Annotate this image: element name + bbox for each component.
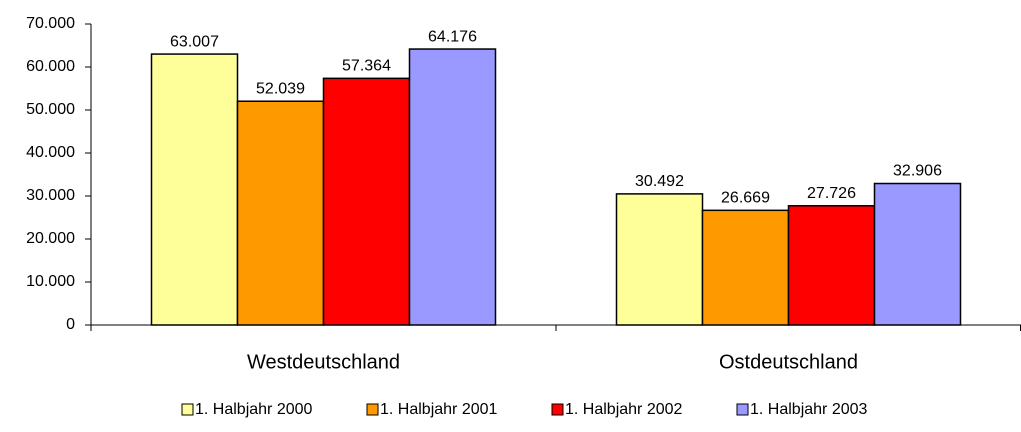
bar	[236, 100, 325, 326]
value-label: 63.007	[170, 33, 219, 50]
y-tick-label: 40.000	[26, 144, 75, 161]
bar	[701, 209, 790, 326]
value-label: 57.364	[342, 58, 391, 75]
y-tick-label: 20.000	[26, 230, 75, 247]
y-tick-label: 0	[66, 316, 75, 333]
bar	[787, 205, 876, 326]
y-tick-label: 60.000	[26, 58, 75, 75]
value-label: 52.039	[256, 80, 305, 97]
y-tick-label: 70.000	[26, 15, 75, 32]
legend-swatch	[181, 403, 194, 416]
legend-swatch	[736, 403, 749, 416]
value-label: 27.726	[807, 185, 856, 202]
legend-label: 1. Halbjahr 2000	[195, 401, 313, 418]
bar	[615, 193, 704, 326]
x-tick-label: Westdeutschland	[247, 351, 400, 373]
bar	[150, 53, 239, 326]
legend-swatch	[366, 403, 379, 416]
value-label: 26.669	[721, 190, 770, 207]
legend-label: 1. Halbjahr 2001	[380, 401, 498, 418]
value-label: 32.906	[893, 163, 942, 180]
x-tick-label: Ostdeutschland	[719, 351, 858, 373]
legend-swatch	[551, 403, 564, 416]
y-tick-label: 10.000	[26, 273, 75, 290]
y-tick-label: 50.000	[26, 101, 75, 118]
value-label: 64.176	[428, 28, 477, 45]
legend-label: 1. Halbjahr 2003	[750, 401, 868, 418]
bar	[322, 77, 411, 326]
bar	[873, 182, 962, 326]
value-label: 30.492	[635, 173, 684, 190]
legend-label: 1. Halbjahr 2002	[565, 401, 683, 418]
bar	[408, 48, 497, 326]
y-tick-label: 30.000	[26, 187, 75, 204]
